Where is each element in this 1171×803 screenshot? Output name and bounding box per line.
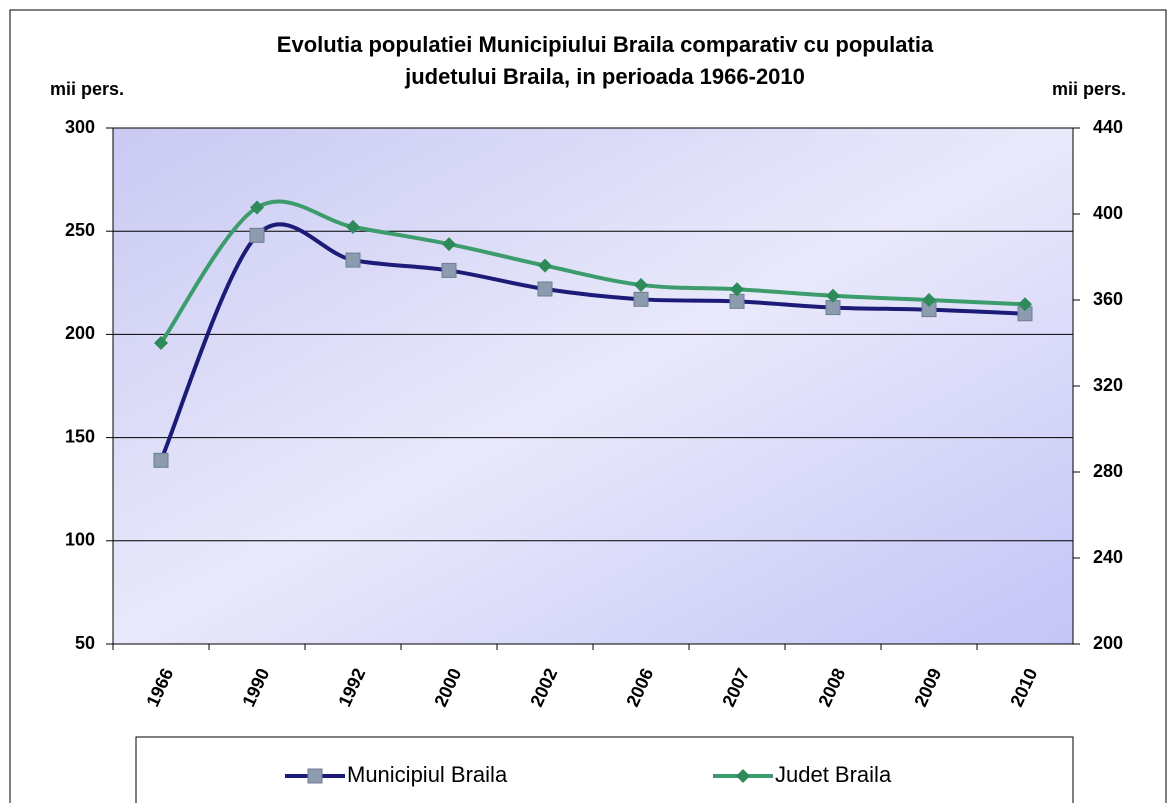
marker: [730, 282, 744, 297]
series-line: [159, 199, 1026, 345]
marker: [633, 291, 649, 307]
y2-tick-label: 440: [1093, 117, 1123, 137]
marker: [250, 200, 264, 215]
marker: [826, 288, 840, 303]
marker: [736, 769, 750, 783]
y2-tick-label: 400: [1093, 203, 1123, 223]
marker: [1018, 297, 1032, 312]
y2-tick-label: 320: [1093, 375, 1123, 395]
legend-label: Judet Braila: [775, 762, 892, 787]
marker: [442, 237, 456, 252]
y-tick-label: 250: [65, 220, 95, 240]
y-tick-label: 100: [65, 530, 95, 550]
marker: [729, 293, 745, 309]
marker: [249, 227, 265, 243]
marker: [441, 262, 457, 278]
y2-tick-label: 240: [1093, 547, 1123, 567]
y-axis-label: mii pers.: [50, 79, 124, 99]
y2-tick-label: 200: [1093, 633, 1123, 653]
y2-tick-label: 360: [1093, 289, 1123, 309]
marker: [538, 258, 552, 273]
marker: [634, 277, 648, 292]
plot-area: [113, 128, 1073, 644]
chart-title: Evolutia populatiei Municipiului Braila …: [277, 32, 934, 57]
y-tick-label: 50: [75, 633, 95, 653]
marker: [154, 336, 168, 350]
marker: [346, 219, 360, 234]
y-tick-label: 200: [65, 323, 95, 343]
y2-tick-label: 280: [1093, 461, 1123, 481]
marker: [153, 452, 169, 468]
legend-box: [135, 736, 1074, 803]
marker: [922, 293, 936, 307]
legend-label: Municipiul Braila: [347, 762, 508, 787]
chart-title: judetului Braila, in perioada 1966-2010: [404, 64, 805, 89]
marker: [307, 768, 323, 784]
marker: [345, 252, 361, 268]
y-tick-label: 300: [65, 117, 95, 137]
y-tick-label: 150: [65, 426, 95, 446]
marker: [537, 281, 553, 297]
y2-axis-label: mii pers.: [1052, 79, 1126, 99]
